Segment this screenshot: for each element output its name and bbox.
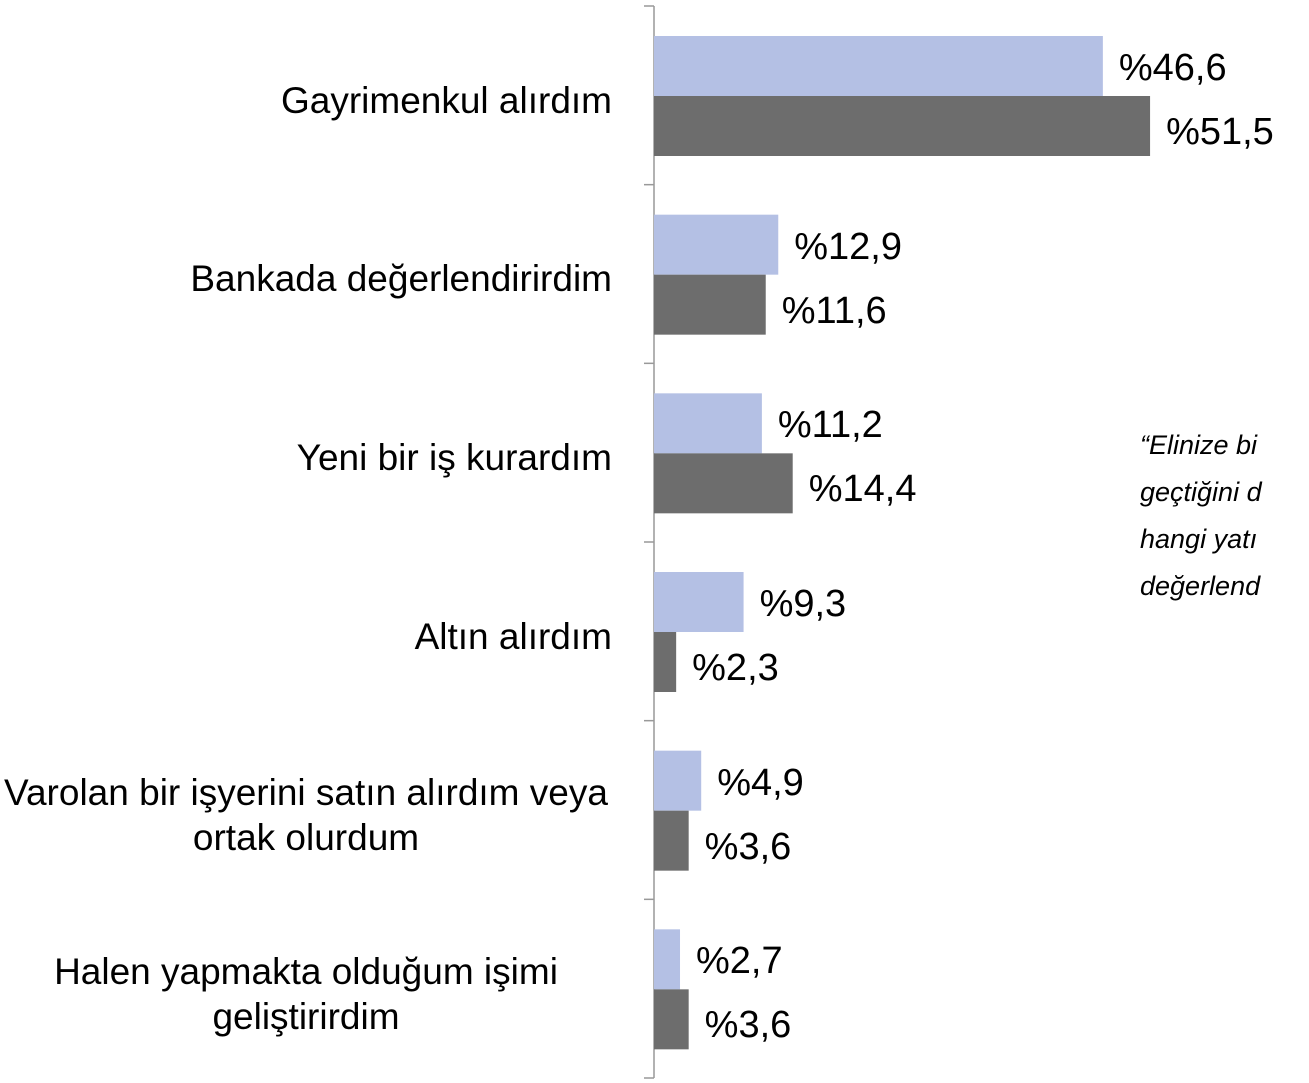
category-text: Gayrimenkul alırdım: [280, 79, 612, 121]
bar: [654, 393, 762, 454]
annotation-line: değerlend: [1140, 571, 1261, 601]
bar: [654, 36, 1103, 96]
bar: [654, 96, 1151, 156]
category-label: Yeni bir iş kurardım: [0, 363, 612, 552]
bar: [654, 929, 681, 990]
annotation-line: hangi yatı: [1140, 524, 1258, 554]
category-label: Bankada değerlendirirdim: [0, 185, 612, 374]
annotation: “Elinize bi geçtiğini d hangi yatı değerlen…: [1140, 422, 1262, 610]
annotation-line: “Elinize bi: [1140, 430, 1258, 460]
bar: [654, 989, 689, 1050]
value-label: %2,7: [696, 940, 783, 983]
category-text: Halen yapmakta olduğum işimi geliştirird…: [54, 950, 558, 1037]
bar: [654, 810, 689, 871]
bar: [654, 214, 779, 275]
category-label: Varolan bir işyerini satın alırdım veya …: [0, 721, 612, 910]
value-label: %3,6: [704, 825, 792, 868]
value-label: %9,3: [759, 583, 847, 625]
value-label: %51,5: [1166, 111, 1274, 153]
bar: [654, 572, 744, 632]
category-text: Bankada değerlendirirdim: [190, 258, 612, 300]
category-label: Halen yapmakta olduğum işimi geliştirird…: [0, 899, 612, 1083]
value-label: %12,9: [794, 225, 902, 268]
category-label: Altın alırdım: [0, 542, 612, 731]
value-label: %46,6: [1118, 47, 1227, 89]
category-text: Altın alırdım: [414, 615, 612, 657]
annotation-line: geçtiğini d: [1140, 477, 1262, 507]
category-text: Yeni bir iş kurardım: [296, 437, 612, 479]
bar: [654, 632, 677, 692]
bar: [654, 750, 702, 811]
bar: [654, 274, 766, 335]
category-text: Varolan bir işyerini satın alırdım veya …: [4, 771, 608, 858]
value-label: %11,2: [777, 404, 883, 447]
value-label: %11,6: [781, 289, 887, 332]
value-label: %3,6: [704, 1004, 792, 1047]
value-label: %4,9: [717, 761, 804, 804]
category-label: Gayrimenkul alırdım: [0, 6, 612, 195]
value-label: %14,4: [808, 468, 917, 511]
bar: [654, 453, 793, 514]
value-label: %2,3: [692, 647, 779, 689]
